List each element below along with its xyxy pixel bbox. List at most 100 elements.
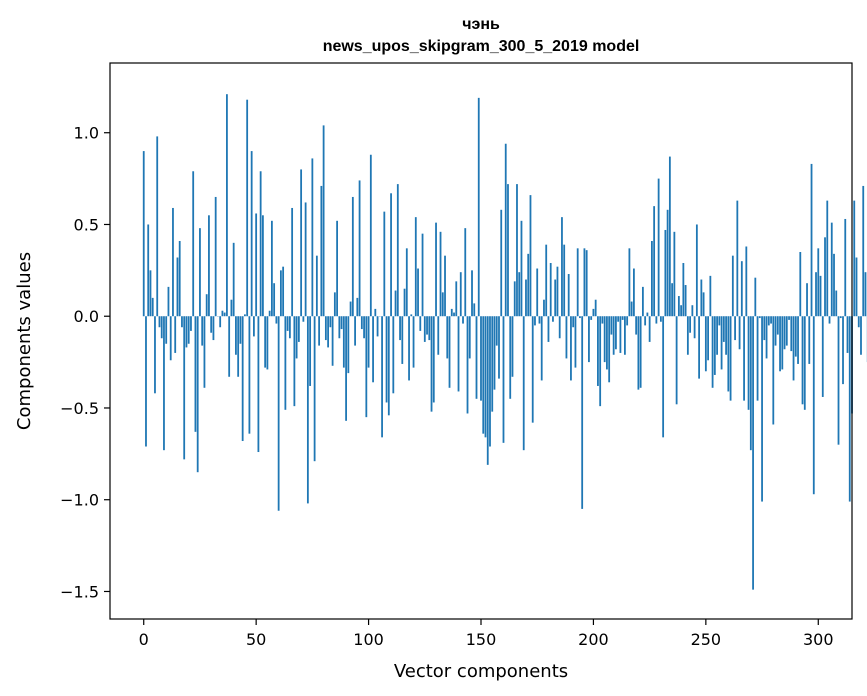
bar-262: [731, 255, 734, 317]
bar-229: [657, 178, 660, 317]
bar-141: [459, 272, 462, 317]
bar-188: [565, 316, 568, 359]
bar-303: [824, 237, 826, 317]
bar-67: [293, 316, 296, 407]
bar-228: [655, 316, 658, 324]
bar-187: [563, 244, 566, 317]
bar-299: [815, 272, 817, 317]
bar-121: [414, 217, 417, 317]
bar-88: [340, 316, 343, 330]
bar-146: [471, 270, 473, 317]
bar-311: [842, 316, 844, 385]
bar-185: [558, 316, 561, 339]
bar-35: [221, 310, 224, 317]
bar-186: [561, 217, 563, 317]
bar-79: [320, 185, 323, 317]
bar-34: [219, 316, 222, 328]
bar-41: [235, 316, 237, 355]
bar-76: [313, 316, 316, 462]
bar-287: [788, 316, 790, 320]
bar-211: [617, 316, 620, 322]
bar-222: [641, 286, 644, 317]
bar-135: [446, 316, 449, 359]
bar-83: [329, 316, 332, 328]
bar-201: [594, 299, 597, 317]
bar-44: [241, 316, 244, 442]
bar-109: [387, 316, 390, 416]
bar-256: [718, 316, 721, 326]
bar-244: [691, 305, 694, 317]
bar-309: [837, 316, 840, 445]
bar-290: [794, 316, 797, 357]
bar-160: [502, 316, 505, 443]
bar-294: [803, 316, 806, 410]
bar-133: [441, 292, 444, 317]
bar-252: [709, 275, 712, 317]
bar-198: [588, 316, 590, 363]
bar-182: [552, 316, 554, 322]
bar-55: [266, 316, 269, 370]
bar-108: [385, 316, 388, 403]
bar-29: [208, 215, 210, 317]
bar-75: [311, 158, 314, 317]
bar-242: [686, 316, 689, 355]
bar-224: [646, 312, 649, 317]
bar-249: [702, 292, 705, 317]
bar-297: [810, 163, 813, 317]
bar-275: [761, 316, 763, 502]
bar-11: [167, 286, 170, 317]
bar-241: [684, 285, 687, 317]
bar-13: [172, 207, 174, 317]
bar-50: [255, 213, 258, 317]
bar-202: [597, 316, 599, 386]
bar-312: [844, 218, 847, 317]
bar-23: [194, 316, 197, 432]
bar-255: [716, 316, 718, 355]
bar-162: [507, 184, 509, 317]
bar-168: [520, 220, 523, 317]
bar-140: [457, 316, 460, 392]
bar-259: [725, 316, 727, 355]
bar-103: [374, 308, 377, 317]
bar-7: [158, 316, 161, 328]
bar-280: [772, 316, 775, 425]
bar-49: [253, 316, 255, 337]
bar-247: [698, 316, 700, 379]
bar-0: [142, 151, 145, 317]
bar-179: [545, 244, 548, 317]
bar-243: [689, 316, 692, 333]
bar-164: [511, 316, 514, 377]
bar-274: [758, 316, 761, 319]
bar-15: [176, 257, 179, 317]
bar-235: [671, 283, 674, 317]
bar-85: [333, 292, 336, 317]
bar-139: [455, 281, 458, 317]
bar-248: [700, 279, 703, 317]
y-tick-label: 0.5: [74, 215, 99, 234]
bar-42: [237, 316, 240, 377]
bar-123: [419, 316, 422, 331]
y-tick-label: 1.0: [74, 124, 99, 143]
bar-104: [376, 316, 379, 337]
bar-91: [347, 316, 350, 374]
bar-31: [212, 316, 215, 341]
bar-131: [437, 316, 440, 355]
bar-177: [540, 316, 543, 381]
bar-158: [498, 316, 500, 379]
bar-196: [583, 248, 586, 317]
bar-107: [383, 211, 386, 317]
bar-28: [205, 294, 208, 317]
bar-54: [264, 316, 267, 368]
bar-190: [570, 316, 572, 381]
bar-74: [309, 316, 312, 386]
x-tick-label: 100: [353, 630, 384, 649]
bar-100: [367, 316, 370, 368]
bar-53: [262, 215, 264, 317]
bar-193: [576, 248, 579, 317]
bar-150: [480, 316, 482, 401]
bar-156: [493, 316, 496, 390]
bar-138: [453, 312, 455, 317]
bar-310: [839, 316, 842, 319]
bar-4: [151, 297, 154, 317]
bar-216: [628, 248, 631, 317]
